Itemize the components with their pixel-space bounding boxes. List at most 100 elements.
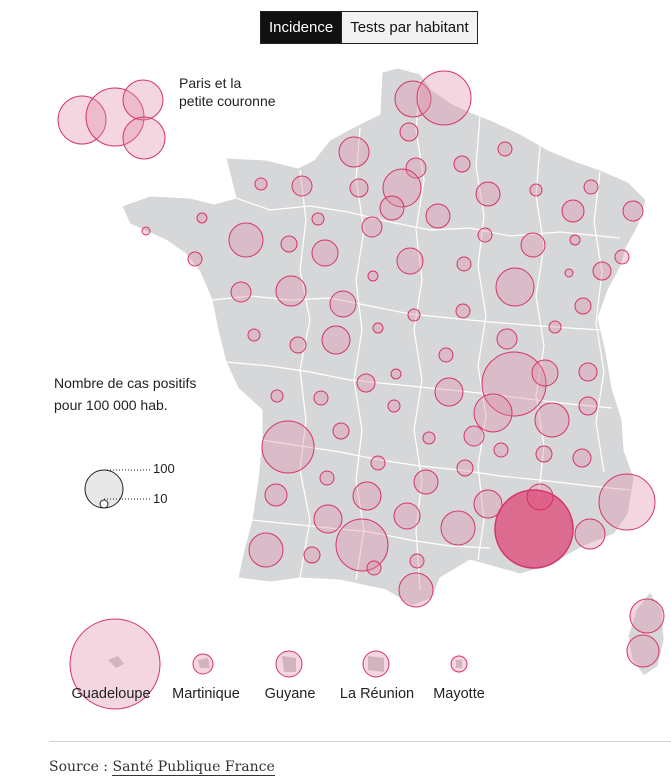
incidence-bubble[interactable] [275, 650, 303, 678]
incidence-bubble[interactable] [564, 268, 574, 278]
tests-per-inhabitant-tab[interactable]: Tests par habitant [341, 12, 477, 43]
incidence-bubble[interactable] [578, 396, 598, 416]
incidence-tab[interactable]: Incidence [261, 12, 342, 43]
incidence-bubble[interactable] [405, 157, 427, 179]
incidence-bubble[interactable] [407, 308, 421, 322]
incidence-bubble[interactable] [187, 251, 203, 267]
incidence-bubble[interactable] [122, 116, 166, 160]
incidence-bubble[interactable] [473, 489, 503, 519]
incidence-bubble[interactable] [614, 249, 630, 265]
incidence-bubble[interactable] [390, 368, 402, 380]
incidence-bubble[interactable] [520, 232, 546, 258]
incidence-bubble[interactable] [280, 235, 298, 253]
incidence-bubble[interactable] [275, 275, 307, 307]
incidence-bubble[interactable] [475, 181, 501, 207]
incidence-bubble[interactable] [496, 328, 518, 350]
incidence-bubble[interactable] [289, 336, 307, 354]
incidence-bubble[interactable] [264, 483, 288, 507]
incidence-bubble[interactable] [493, 442, 509, 458]
incidence-bubble[interactable] [313, 504, 343, 534]
incidence-bubble[interactable] [456, 459, 474, 477]
incidence-bubble[interactable] [396, 247, 424, 275]
incidence-bubble[interactable] [481, 351, 547, 417]
incidence-bubble[interactable] [434, 377, 464, 407]
incidence-bubble[interactable] [361, 216, 383, 238]
incidence-bubble[interactable] [313, 390, 329, 406]
incidence-bubble[interactable] [370, 455, 386, 471]
source-link[interactable]: Santé Publique France [112, 759, 275, 776]
incidence-bubble[interactable] [473, 393, 513, 433]
incidence-bubble[interactable] [574, 297, 592, 315]
incidence-bubble[interactable] [356, 373, 376, 393]
incidence-bubble[interactable] [338, 136, 370, 168]
incidence-bubble[interactable] [270, 389, 284, 403]
incidence-bubble[interactable] [425, 203, 451, 229]
incidence-bubble[interactable] [572, 448, 592, 468]
incidence-bubble[interactable] [69, 618, 161, 710]
incidence-bubble[interactable] [311, 239, 339, 267]
incidence-bubble[interactable] [438, 347, 454, 363]
incidence-bubble[interactable] [409, 553, 425, 569]
incidence-bubble[interactable] [531, 359, 559, 387]
incidence-bubble[interactable] [192, 653, 214, 675]
incidence-bubble[interactable] [141, 226, 151, 236]
incidence-bubble[interactable] [535, 445, 553, 463]
incidence-bubble[interactable] [422, 431, 436, 445]
incidence-bubble[interactable] [261, 420, 315, 474]
incidence-bubble[interactable] [548, 320, 562, 334]
incidence-bubble[interactable] [626, 634, 660, 668]
incidence-bubble[interactable] [387, 399, 401, 413]
incidence-bubble[interactable] [248, 532, 284, 568]
incidence-bubble[interactable] [254, 177, 268, 191]
incidence-bubble-highlighted[interactable] [494, 489, 574, 569]
incidence-bubble[interactable] [230, 281, 252, 303]
incidence-bubble[interactable] [349, 178, 369, 198]
incidence-bubble[interactable] [477, 227, 493, 243]
incidence-bubble[interactable] [379, 195, 405, 221]
incidence-bubble[interactable] [453, 155, 471, 173]
incidence-bubble[interactable] [319, 470, 335, 486]
incidence-bubble[interactable] [303, 546, 321, 564]
incidence-bubble[interactable] [495, 267, 535, 307]
incidence-bubble[interactable] [332, 422, 350, 440]
incidence-bubble[interactable] [352, 481, 382, 511]
incidence-bubble[interactable] [578, 362, 598, 382]
incidence-bubble[interactable] [569, 234, 581, 246]
incidence-bubble[interactable] [335, 518, 389, 572]
incidence-bubble[interactable] [440, 510, 476, 546]
incidence-bubble[interactable] [228, 222, 264, 258]
incidence-bubble[interactable] [399, 122, 419, 142]
incidence-bubble[interactable] [329, 290, 357, 318]
incidence-bubble[interactable] [629, 598, 665, 634]
incidence-bubble[interactable] [362, 650, 390, 678]
incidence-bubble[interactable] [291, 175, 313, 197]
incidence-bubble[interactable] [598, 473, 656, 531]
incidence-bubble[interactable] [497, 141, 513, 157]
incidence-bubble[interactable] [196, 212, 208, 224]
incidence-bubble[interactable] [456, 256, 472, 272]
incidence-bubble[interactable] [367, 270, 379, 282]
incidence-bubble[interactable] [382, 168, 422, 208]
incidence-bubble[interactable] [393, 502, 421, 530]
incidence-bubble[interactable] [122, 79, 164, 121]
incidence-bubble[interactable] [463, 425, 485, 447]
incidence-bubble[interactable] [394, 80, 432, 118]
incidence-bubble[interactable] [311, 212, 325, 226]
incidence-bubble[interactable] [574, 518, 606, 550]
incidence-bubble[interactable] [372, 322, 384, 334]
incidence-bubble[interactable] [534, 402, 570, 438]
incidence-bubble[interactable] [561, 199, 585, 223]
incidence-bubble[interactable] [450, 655, 468, 673]
incidence-bubble[interactable] [57, 95, 107, 145]
incidence-bubble[interactable] [592, 261, 612, 281]
incidence-bubble[interactable] [247, 328, 261, 342]
incidence-bubble[interactable] [622, 200, 644, 222]
incidence-bubble[interactable] [398, 572, 434, 608]
incidence-bubble[interactable] [366, 560, 382, 576]
incidence-bubble[interactable] [583, 179, 599, 195]
incidence-bubble[interactable] [416, 70, 472, 126]
incidence-bubble[interactable] [321, 325, 351, 355]
incidence-bubble[interactable] [529, 183, 543, 197]
incidence-bubble[interactable] [413, 469, 439, 495]
incidence-bubble[interactable] [455, 303, 471, 319]
